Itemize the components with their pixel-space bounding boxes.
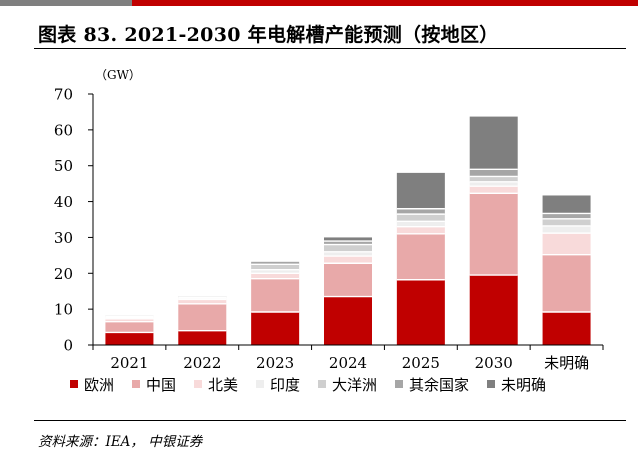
bar-segment bbox=[105, 318, 154, 322]
y-tick-label: 20 bbox=[54, 265, 73, 283]
bar-segment bbox=[542, 213, 591, 219]
bar-segment bbox=[324, 256, 372, 264]
legend: 欧洲 中国 北美 印度 大洋洲 其余国家 未明确 bbox=[70, 376, 546, 394]
legend-swatch bbox=[318, 380, 326, 388]
bar-segment bbox=[324, 251, 372, 257]
axes-layer: 2021 2022 2023 2024 2025 2030 未明确0102030405060… bbox=[54, 68, 604, 372]
bar-segment bbox=[469, 181, 518, 187]
bar-segment bbox=[251, 278, 300, 313]
legend-swatch bbox=[487, 380, 495, 388]
bar-segment bbox=[324, 244, 372, 252]
bar-segment bbox=[396, 208, 445, 215]
bar-segment bbox=[324, 237, 372, 242]
y-tick-label: 70 bbox=[54, 86, 73, 104]
legend-label: 中国 bbox=[146, 376, 176, 394]
chart: 2021 2022 2023 2024 2025 2030 未明确0102030405060… bbox=[54, 68, 604, 394]
bar-segment bbox=[178, 299, 227, 304]
bar-segment bbox=[469, 193, 518, 276]
bar-segment bbox=[469, 116, 518, 170]
title-divider bbox=[34, 48, 626, 49]
bar-segment bbox=[251, 264, 300, 270]
bar-segment bbox=[324, 241, 372, 245]
x-tick-label: 2024 bbox=[329, 354, 367, 372]
y-tick-label: 60 bbox=[54, 121, 73, 139]
bar-segment bbox=[324, 263, 372, 297]
bar-segment bbox=[469, 275, 518, 345]
header-bar-red-segment bbox=[132, 0, 638, 6]
bar-segment bbox=[105, 332, 154, 345]
header-bar bbox=[0, 0, 638, 6]
bar-segment bbox=[396, 172, 445, 209]
legend-label: 未明确 bbox=[501, 376, 546, 394]
y-tick-label: 50 bbox=[54, 157, 73, 175]
bar-segment bbox=[396, 226, 445, 234]
bar-segment bbox=[324, 296, 372, 345]
legend-label: 北美 bbox=[208, 376, 238, 394]
bar-segment bbox=[542, 225, 591, 234]
x-tick-label: 2022 bbox=[183, 354, 221, 372]
legend-swatch bbox=[70, 380, 78, 388]
source-divider bbox=[34, 420, 626, 421]
bar-segment bbox=[469, 169, 518, 177]
x-tick-label: 未明确 bbox=[544, 354, 589, 372]
bar-segment bbox=[396, 214, 445, 222]
legend-swatch bbox=[132, 380, 140, 388]
y-tick-label: 0 bbox=[63, 337, 73, 355]
x-tick-label: 2025 bbox=[402, 354, 440, 372]
x-tick-label: 2030 bbox=[475, 354, 513, 372]
bar-segment bbox=[542, 312, 591, 345]
bars-layer bbox=[105, 116, 591, 345]
y-tick-label: 40 bbox=[54, 193, 73, 211]
legend-label: 印度 bbox=[270, 376, 300, 394]
bar-segment bbox=[396, 233, 445, 280]
bar-segment bbox=[542, 254, 591, 313]
legend-label: 欧洲 bbox=[84, 376, 114, 394]
legend-swatch bbox=[256, 380, 264, 388]
bar-segment bbox=[396, 221, 445, 227]
bar-segment bbox=[469, 176, 518, 182]
chart-title: 图表 83. 2021-2030 年电解槽产能预测（按地区） bbox=[38, 24, 499, 46]
x-tick-label: 2021 bbox=[110, 354, 148, 372]
legend-swatch bbox=[194, 380, 202, 388]
header-bar-dark-segment bbox=[0, 0, 132, 6]
y-unit-label: （GW） bbox=[95, 68, 141, 82]
bar-segment bbox=[105, 317, 154, 319]
legend-swatch bbox=[395, 380, 403, 388]
x-tick-label: 2023 bbox=[256, 354, 294, 372]
bar-segment bbox=[251, 273, 300, 279]
bar-segment bbox=[396, 279, 445, 345]
bar-segment bbox=[105, 321, 154, 333]
bar-segment bbox=[178, 303, 227, 331]
legend-label: 大洋洲 bbox=[332, 376, 377, 394]
source-note: 资料来源：IEA， 中银证券 bbox=[38, 434, 203, 450]
y-tick-label: 30 bbox=[54, 229, 73, 247]
bar-segment bbox=[178, 330, 227, 345]
bar-segment bbox=[251, 261, 300, 265]
bar-segment bbox=[251, 312, 300, 345]
y-tick-label: 10 bbox=[54, 301, 73, 319]
bar-segment bbox=[542, 233, 591, 255]
legend-label: 其余国家 bbox=[409, 376, 469, 394]
bar-segment bbox=[469, 186, 518, 194]
bar-segment bbox=[542, 218, 591, 226]
bar-segment bbox=[542, 195, 591, 214]
bar-segment bbox=[178, 298, 227, 300]
bar-segment bbox=[251, 269, 300, 274]
